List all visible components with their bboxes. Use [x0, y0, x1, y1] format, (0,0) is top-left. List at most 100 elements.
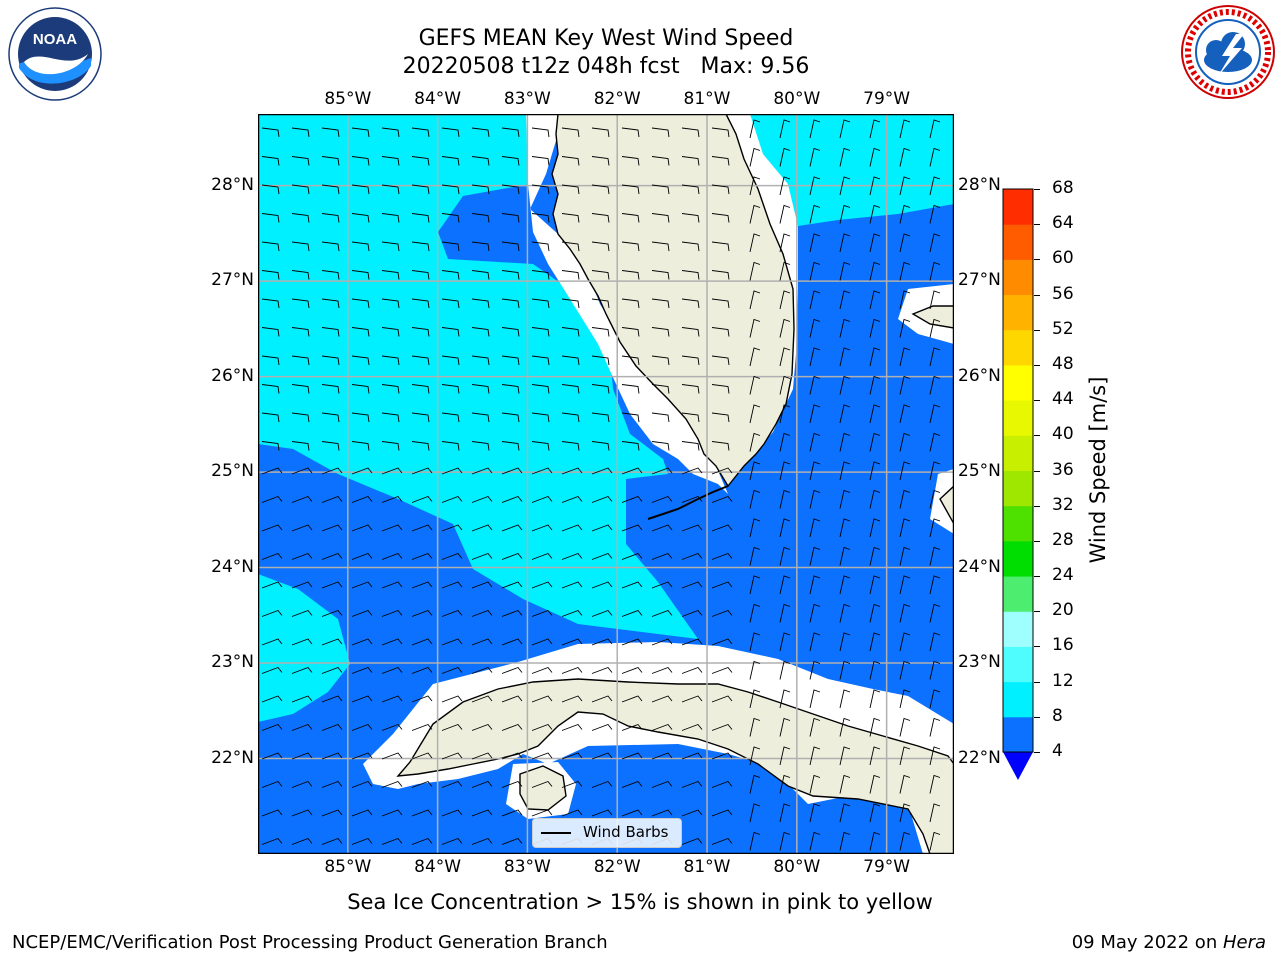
wind-barb	[929, 375, 941, 395]
wind-barb	[351, 184, 370, 195]
wind-barb	[681, 327, 700, 337]
wind-barb	[321, 213, 340, 223]
wind-barb	[261, 752, 283, 760]
wind-barb	[681, 609, 703, 617]
wind-barb	[929, 261, 941, 281]
wind-barb	[621, 384, 640, 394]
wind-barb	[411, 213, 430, 223]
wind-barb	[381, 467, 403, 475]
wind-barb	[839, 347, 851, 367]
colorbar-tick-label: 28	[1052, 529, 1074, 550]
wind-barb	[261, 638, 283, 646]
lon-label-bottom: 79°W	[863, 857, 911, 877]
wind-barb	[591, 184, 610, 195]
wind-barb	[651, 552, 673, 560]
colorbar	[1002, 188, 1034, 780]
wind-barb	[711, 441, 730, 451]
colorbar-tick-mark	[1034, 470, 1040, 472]
wind-barb	[681, 184, 700, 195]
wind-barb	[411, 384, 430, 394]
chart-title: GEFS MEAN Key West Wind Speed	[418, 26, 794, 51]
wind-barb	[749, 689, 761, 709]
wind-barb	[471, 441, 490, 451]
wind-barb	[261, 412, 280, 423]
wind-barb	[501, 298, 520, 309]
wind-barb	[929, 404, 941, 424]
wind-barb	[869, 660, 881, 680]
wind-barb	[381, 384, 400, 394]
wind-barb	[321, 495, 343, 503]
wind-barb	[711, 355, 730, 366]
wind-barb	[651, 213, 670, 223]
wind-barb	[261, 327, 280, 337]
wind-barb	[809, 461, 821, 481]
wind-barb	[681, 384, 700, 394]
wind-barb	[531, 213, 550, 223]
wind-barb	[411, 298, 430, 309]
wind-barb	[929, 689, 941, 709]
wind-barb	[621, 412, 640, 423]
lat-label-left: 27°N	[211, 270, 254, 291]
wind-barb	[929, 831, 941, 851]
wind-barb	[621, 752, 643, 760]
wind-barb	[501, 524, 523, 532]
wind-barb	[681, 666, 703, 674]
wind-barb	[471, 467, 493, 475]
wind-barb	[471, 752, 493, 760]
wind-barb	[651, 666, 673, 674]
wind-barb	[411, 412, 430, 423]
wind-barb	[381, 412, 400, 423]
wind-barb	[261, 837, 283, 845]
wind-barb	[809, 603, 821, 623]
wind-barb	[501, 270, 520, 280]
wind-barb	[471, 837, 493, 845]
land-isla-juventud	[519, 765, 567, 811]
wind-barb	[869, 746, 881, 766]
wind-barb	[711, 666, 733, 674]
wind-barb	[471, 666, 493, 674]
wind-barb	[869, 204, 881, 224]
wind-barb	[809, 147, 821, 167]
wind-barb	[621, 609, 643, 617]
wind-barb	[809, 518, 821, 538]
florida-keys	[647, 485, 729, 520]
wind-barb	[501, 241, 520, 252]
lon-label-bottom: 82°W	[593, 857, 641, 877]
wind-barb	[749, 404, 761, 424]
wind-barb	[411, 638, 433, 646]
wind-barb	[591, 156, 610, 166]
colorbar-under-arrow	[1003, 752, 1033, 780]
wind-barb	[261, 298, 280, 309]
wind-barb	[839, 233, 851, 253]
gridlines	[258, 114, 954, 854]
wind-barb	[869, 432, 881, 452]
wind-barb	[621, 552, 643, 560]
colorbar-segment	[1003, 716, 1033, 753]
wind-barb	[779, 204, 791, 224]
wind-barb	[261, 695, 283, 703]
wind-barb	[501, 467, 523, 475]
wind-barb	[501, 156, 520, 166]
wind-barb	[899, 147, 911, 167]
wind-barb	[839, 461, 851, 481]
lat-label-left: 25°N	[211, 461, 254, 482]
wind-barb	[321, 752, 343, 760]
wind-barb	[899, 375, 911, 395]
wind-barb	[651, 809, 673, 817]
lat-label-right: 25°N	[958, 461, 1001, 482]
wind-barb	[591, 695, 613, 703]
wind-barb	[681, 837, 703, 845]
wind-barb	[869, 119, 881, 139]
wind-barb	[929, 632, 941, 652]
wind-barb	[681, 298, 700, 309]
wind-barb	[899, 660, 911, 680]
wind-barb	[531, 780, 553, 788]
wind-barb	[711, 184, 730, 195]
wind-barb	[711, 552, 733, 560]
wind-barb	[471, 638, 493, 646]
wind-barb	[651, 524, 673, 532]
wind-barb	[899, 119, 911, 139]
wind-barb	[561, 384, 580, 394]
wind-barb	[351, 809, 373, 817]
wind-barb	[621, 213, 640, 223]
